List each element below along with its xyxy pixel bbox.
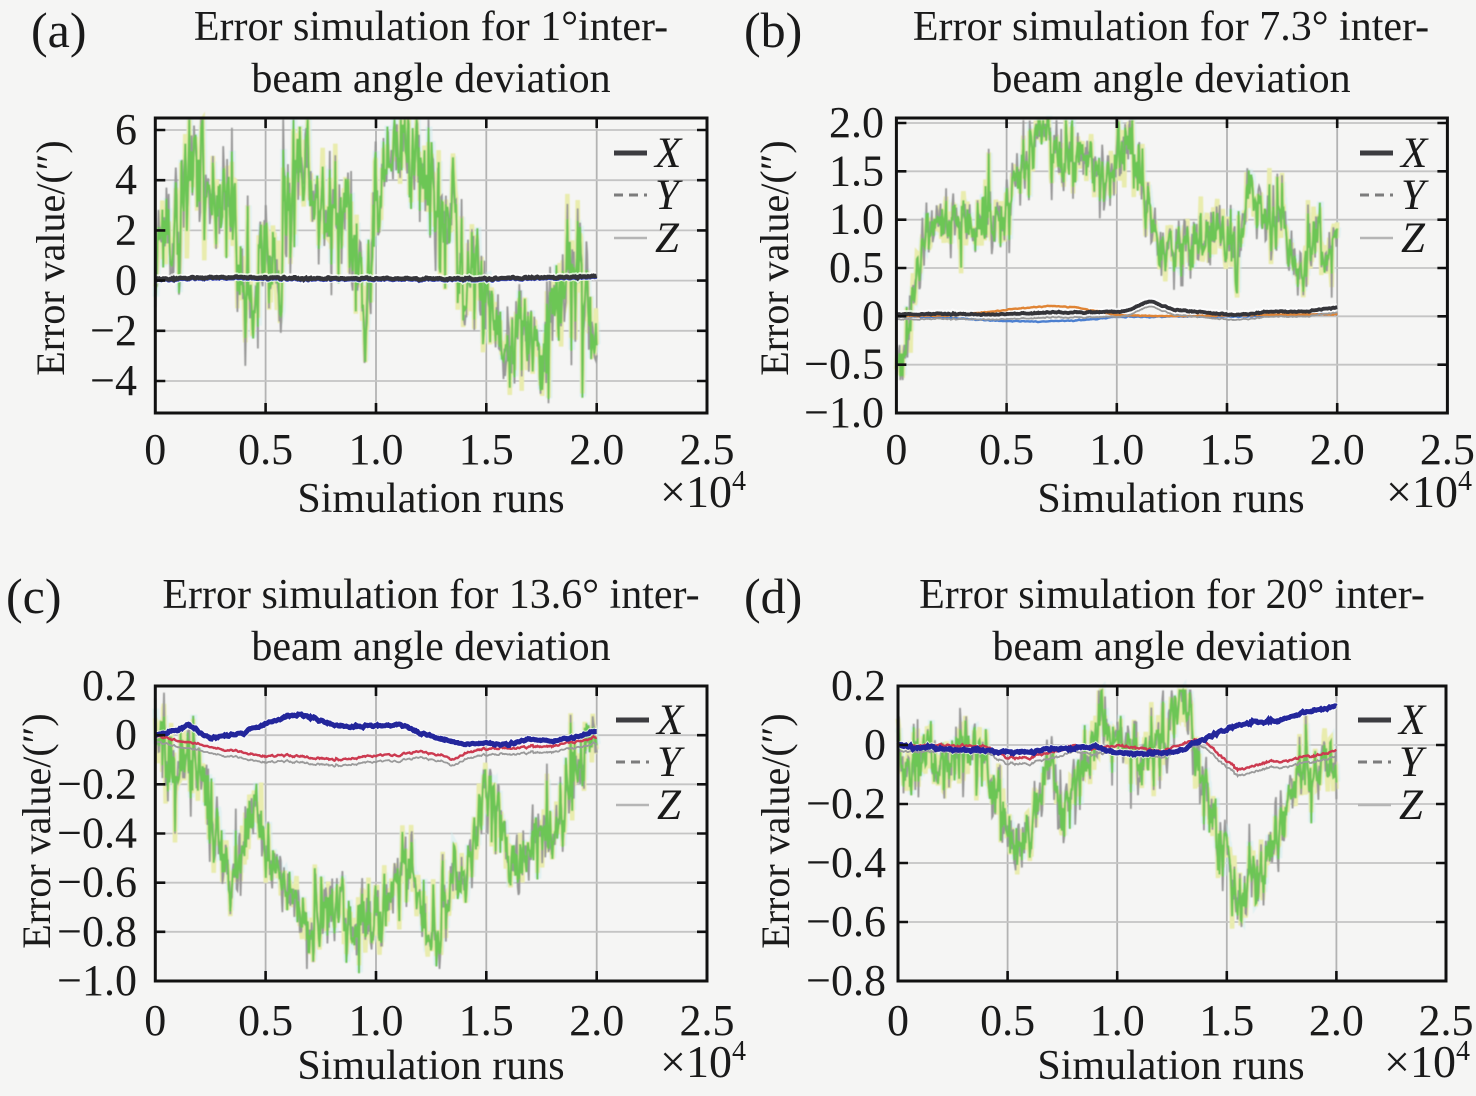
svg-text:0: 0 [885,425,907,474]
svg-text:−0.4: −0.4 [57,809,137,858]
svg-text:2.0: 2.0 [1309,996,1364,1045]
svg-text:Y: Y [1399,739,1427,786]
svg-text:0.2: 0.2 [82,661,137,710]
svg-text:1.5: 1.5 [459,425,514,474]
svg-text:Z: Z [655,215,680,262]
svg-text:0.2: 0.2 [831,661,886,710]
svg-text:1.5: 1.5 [1200,425,1255,474]
svg-text:−4: −4 [90,356,137,405]
svg-text:1.0: 1.0 [349,425,404,474]
svg-text:Error simulation for 20° inter: Error simulation for 20° inter- [919,572,1425,618]
svg-text:Error simulation for 13.6° int: Error simulation for 13.6° inter- [162,572,699,618]
svg-text:1.0: 1.0 [349,996,404,1045]
svg-text:0: 0 [115,256,137,305]
svg-text:−0.6: −0.6 [806,897,886,946]
svg-text:Simulation runs: Simulation runs [297,1043,564,1089]
svg-text:2: 2 [115,205,137,254]
svg-text:0.5: 0.5 [238,425,293,474]
svg-text:1.5: 1.5 [1199,996,1254,1045]
svg-text:4: 4 [115,155,137,204]
svg-text:×104: ×104 [660,1036,746,1087]
svg-text:2.0: 2.0 [569,425,624,474]
svg-text:−0.8: −0.8 [57,907,137,956]
svg-text:−0.5: −0.5 [804,340,884,389]
svg-text:beam angle deviation: beam angle deviation [991,56,1350,102]
svg-text:0.5: 0.5 [829,243,884,292]
svg-text:(a): (a) [31,2,87,58]
svg-text:Z: Z [1399,782,1424,829]
svg-text:2.5: 2.5 [1420,425,1475,474]
svg-text:−1.0: −1.0 [57,956,137,1005]
svg-text:0.5: 0.5 [238,996,293,1045]
svg-text:×104: ×104 [1384,1036,1470,1087]
svg-text:×104: ×104 [660,466,746,517]
svg-text:(c): (c) [6,568,62,624]
svg-text:2.0: 2.0 [1310,425,1365,474]
svg-text:−2: −2 [90,306,137,355]
svg-text:Z: Z [1401,215,1426,262]
svg-text:−0.4: −0.4 [806,838,886,887]
svg-text:0: 0 [862,291,884,340]
svg-text:0: 0 [115,710,137,759]
svg-text:2.0: 2.0 [569,996,624,1045]
svg-text:beam angle deviation: beam angle deviation [251,56,610,102]
svg-text:−0.8: −0.8 [806,956,886,1005]
svg-text:2.5: 2.5 [680,996,735,1045]
svg-text:2.0: 2.0 [829,98,884,147]
svg-text:0.5: 0.5 [980,996,1035,1045]
svg-text:(b): (b) [744,2,802,58]
svg-text:−0.6: −0.6 [57,858,137,907]
svg-text:X: X [655,697,685,744]
svg-text:X: X [653,130,683,177]
svg-text:X: X [1399,130,1429,177]
svg-text:Error value/(″): Error value/(″) [753,713,798,948]
svg-text:1.5: 1.5 [829,146,884,195]
svg-text:Error value/(″): Error value/(″) [28,140,73,375]
svg-text:2.5: 2.5 [1419,996,1474,1045]
svg-text:−0.2: −0.2 [806,779,886,828]
svg-text:1.0: 1.0 [829,195,884,244]
svg-text:−1.0: −1.0 [804,388,884,437]
svg-text:beam angle deviation: beam angle deviation [992,624,1351,670]
svg-text:Y: Y [657,739,685,786]
svg-text:Error simulation for 1°inter-: Error simulation for 1°inter- [194,4,668,50]
svg-text:Error simulation for 7.3° inte: Error simulation for 7.3° inter- [913,4,1429,50]
svg-text:1.0: 1.0 [1090,996,1145,1045]
svg-text:Y: Y [655,172,683,219]
svg-text:0: 0 [144,425,166,474]
svg-text:Z: Z [657,782,682,829]
svg-text:1.0: 1.0 [1089,425,1144,474]
svg-text:1.5: 1.5 [459,996,514,1045]
svg-text:0.5: 0.5 [979,425,1034,474]
svg-text:0: 0 [887,996,909,1045]
svg-text:0: 0 [864,720,886,769]
svg-text:Y: Y [1401,172,1429,219]
svg-text:−0.2: −0.2 [57,759,137,808]
svg-text:(d): (d) [744,568,802,624]
svg-text:Simulation runs: Simulation runs [297,476,564,522]
svg-text:Error value/(″): Error value/(″) [14,713,59,948]
svg-text:2.5: 2.5 [680,425,735,474]
svg-text:Simulation runs: Simulation runs [1037,476,1304,522]
svg-text:beam angle deviation: beam angle deviation [251,624,610,670]
svg-text:×104: ×104 [1386,466,1472,517]
svg-text:Error value/(″): Error value/(″) [752,140,797,375]
svg-text:0: 0 [144,996,166,1045]
svg-text:Simulation runs: Simulation runs [1037,1043,1304,1089]
svg-text:X: X [1397,697,1427,744]
svg-text:6: 6 [115,105,137,154]
